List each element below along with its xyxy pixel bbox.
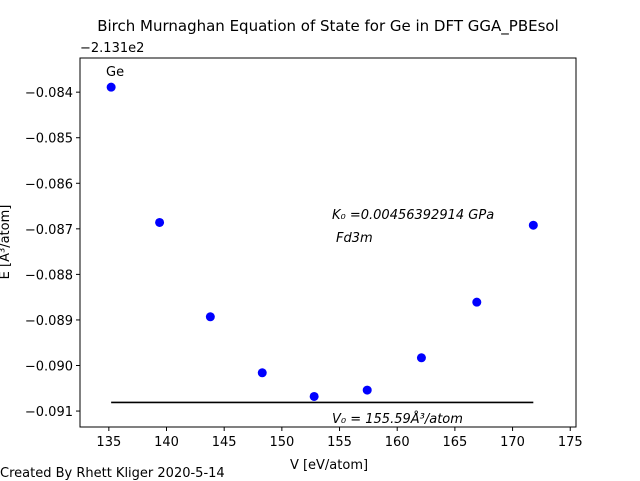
y-tick-label: −0.086: [25, 177, 73, 192]
x-axis-label: V [eV/atom]: [290, 458, 368, 473]
y-tick-label: −0.088: [25, 268, 73, 283]
data-point: [472, 297, 482, 307]
x-tick-label: 170: [500, 435, 525, 450]
y-tick-label: −0.091: [25, 405, 73, 420]
y-offset-label: −2.131e2: [80, 41, 144, 56]
volume-label: V₀ = 155.59Å³/atom: [332, 411, 463, 427]
data-points: [106, 82, 538, 401]
x-tick-label: 155: [327, 435, 352, 450]
element-label: Ge: [106, 65, 124, 80]
y-tick-label: −0.084: [25, 86, 73, 101]
x-tick-label: 150: [269, 435, 294, 450]
x-tick-label: 135: [96, 435, 121, 450]
data-point: [309, 391, 319, 401]
y-tick-label: −0.087: [25, 223, 73, 238]
data-point: [106, 82, 116, 92]
plot-frame: [79, 57, 577, 428]
y-tick-label: −0.089: [25, 314, 73, 329]
bulk-modulus-label: K₀ =0.00456392914 GPa: [332, 208, 494, 223]
axis-ticks: 135 140 145 150 155 160 165 170 175 −0.084 −0.085 −…: [25, 86, 583, 450]
y-tick-label: −0.085: [25, 132, 73, 147]
credit-text: Created By Rhett Kliger 2020-5-14: [0, 466, 225, 481]
chart-title: Birch Murnaghan Equation of State for Ge…: [97, 17, 559, 36]
data-point: [362, 385, 372, 395]
x-tick-label: 160: [385, 435, 410, 450]
x-tick-label: 145: [212, 435, 237, 450]
x-tick-label: 165: [442, 435, 467, 450]
data-point: [257, 368, 267, 378]
y-tick-label: −0.090: [25, 360, 73, 375]
data-point: [205, 312, 215, 322]
data-point: [416, 353, 426, 363]
data-point: [155, 217, 165, 227]
x-tick-label: 140: [154, 435, 179, 450]
y-axis-label: E [Å³/atom]: [0, 205, 13, 280]
space-group-label: Fd3m: [336, 231, 373, 246]
data-point: [528, 220, 538, 230]
x-tick-label: 175: [558, 435, 583, 450]
